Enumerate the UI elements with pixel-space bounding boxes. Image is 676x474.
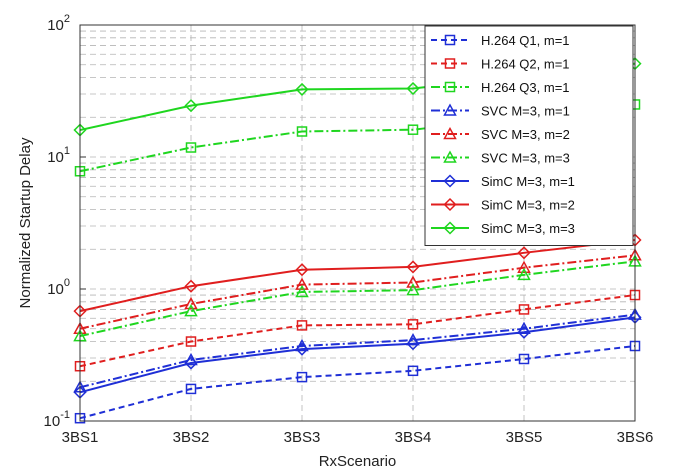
y-tick-labels: 10-1 100 101 102 <box>44 13 86 430</box>
x-tick-labels: 3BS1 3BS2 3BS3 3BS4 3BS5 3BS6 <box>62 429 654 446</box>
legend-marker <box>443 126 457 140</box>
data-point <box>295 277 309 290</box>
data-point <box>406 283 420 296</box>
data-point <box>184 99 198 113</box>
series-line <box>79 345 636 420</box>
series-line <box>79 316 636 394</box>
data-point <box>295 82 309 96</box>
x-tick-label: 3BS6 <box>617 429 654 446</box>
x-tick-label: 3BS5 <box>506 429 543 446</box>
legend-marker <box>444 81 456 93</box>
legend-marker <box>443 150 457 163</box>
y-tick-label: 102 <box>47 13 70 34</box>
data-point <box>184 304 198 317</box>
legend-marker <box>443 197 457 212</box>
series-line <box>79 313 636 389</box>
data-point <box>295 263 309 277</box>
data-point <box>406 260 420 274</box>
legend-label: H.264 Q3, m=1 <box>481 80 570 95</box>
legend-marker <box>444 58 456 69</box>
legend-marker <box>443 174 457 188</box>
data-point <box>406 337 420 351</box>
legend-label: SimC M=3, m=3 <box>481 221 575 236</box>
y-tick-label: 10-1 <box>44 409 70 430</box>
data-point <box>407 365 419 377</box>
data-point <box>296 320 308 331</box>
legend-marker <box>444 34 456 46</box>
legend-label: H.264 Q1, m=1 <box>481 33 570 48</box>
series-4 <box>73 307 642 393</box>
legend-label: SVC M=3, m=3 <box>481 151 570 166</box>
x-tick-label: 3BS3 <box>284 429 321 446</box>
legend-label: SVC M=3, m=2 <box>481 127 570 142</box>
data-point <box>185 142 197 153</box>
data-point <box>517 267 531 281</box>
legend-label: H.264 Q2, m=1 <box>481 57 570 72</box>
x-tick-label: 3BS2 <box>173 429 210 446</box>
data-point <box>295 342 309 356</box>
legend-label: SimC M=3, m=1 <box>481 174 575 189</box>
data-point <box>518 304 530 315</box>
data-point <box>518 353 530 365</box>
series-5 <box>73 248 642 334</box>
series-line <box>79 294 636 368</box>
legend-label: SVC M=3, m=1 <box>481 104 570 119</box>
legend-box <box>424 25 634 246</box>
data-point <box>517 260 531 273</box>
data-point <box>296 126 308 137</box>
data-point <box>517 246 531 260</box>
data-point <box>407 124 419 135</box>
series-8 <box>73 233 642 318</box>
legend-marker <box>443 103 457 116</box>
x-tick-label: 3BS1 <box>62 429 99 446</box>
y-tick-label: 100 <box>47 277 70 298</box>
data-point <box>407 319 419 330</box>
x-axis-label: RxScenario <box>319 453 397 470</box>
x-tick-label: 3BS4 <box>395 429 432 446</box>
data-point <box>185 336 197 347</box>
data-point <box>295 284 309 298</box>
legend: H.264 Q1, m=1 H.264 Q2, m=1 H.264 Q3, m=1 S… <box>424 25 634 246</box>
y-tick-label: 101 <box>47 145 70 166</box>
data-point <box>296 371 308 383</box>
data-point <box>406 81 420 96</box>
data-point <box>406 275 420 288</box>
data-point <box>184 296 198 310</box>
legend-marker <box>443 221 457 235</box>
series-7 <box>73 310 642 399</box>
series-line <box>79 239 636 313</box>
series-layer <box>73 57 642 424</box>
series-1 <box>74 340 641 424</box>
plot-frame <box>79 24 636 422</box>
y-axis-label: Normalized Startup Delay <box>17 137 34 308</box>
series-2 <box>74 289 641 372</box>
data-point <box>184 279 198 293</box>
legend-label: SimC M=3, m=2 <box>481 198 575 213</box>
data-point <box>185 383 197 395</box>
data-point <box>184 356 198 370</box>
data-point <box>517 325 531 339</box>
